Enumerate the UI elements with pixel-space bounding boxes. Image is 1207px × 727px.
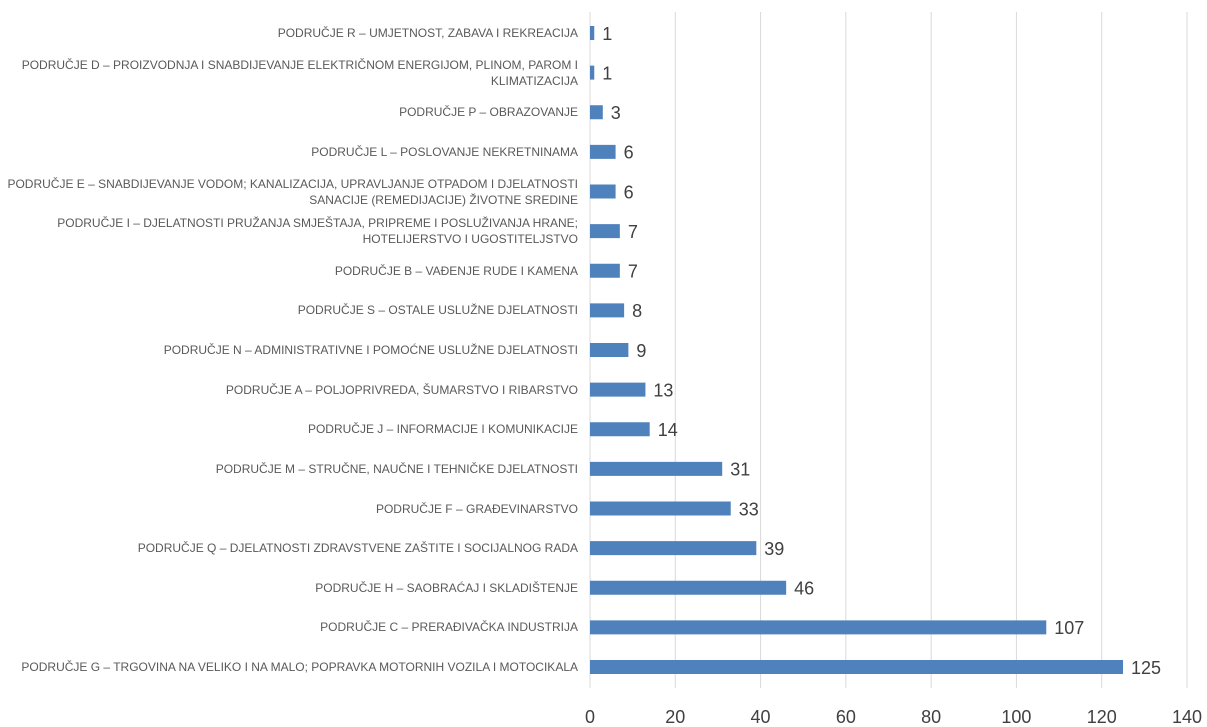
bar [590, 343, 629, 357]
y-tick-label: PODRUČJE A – POLJOPRIVREDA, ŠUMARSTVO I … [225, 382, 578, 397]
bar [590, 541, 757, 556]
bar [590, 422, 650, 437]
y-tick-label: PODRUČJE J – INFORMACIJE I KOMUNIKACIJE [307, 422, 578, 437]
bar [590, 65, 595, 80]
x-tick-label: 100 [1001, 707, 1031, 727]
data-label: 46 [794, 579, 814, 599]
y-tick-label: PODRUČJE S – OSTALE USLUŽNE DJELATNOSTI [297, 303, 578, 318]
bar [590, 26, 595, 40]
y-tick-label: PODRUČJE I – DJELATNOSTI PRUŽANJA SMJEŠT… [57, 216, 578, 247]
x-tick-label: 140 [1172, 707, 1202, 727]
y-tick-label: PODRUČJE C – PRERAĐIVAČKA INDUSTRIJA [320, 620, 578, 635]
y-tick-label: PODRUČJE R – UMJETNOST, ZABAVA I REKREAC… [277, 26, 578, 40]
data-label: 39 [764, 539, 784, 559]
data-label: 1 [602, 24, 612, 44]
bar [590, 144, 616, 159]
y-tick-label: PODRUČJE E – SNABDIJEVANJE VODOM; KANALI… [7, 176, 578, 207]
data-label: 107 [1054, 618, 1084, 638]
data-label: 6 [624, 182, 634, 202]
y-tick-label: PODRUČJE F – GRAĐEVINARSTVO [375, 501, 578, 516]
x-tick-label: 80 [921, 707, 941, 727]
bar [590, 461, 723, 476]
y-tick-label: PODRUČJE N – ADMINISTRATIVNE I POMOĆNE U… [163, 343, 578, 357]
bar [590, 184, 616, 199]
y-tick-label: PODRUČJE Q – DJELATNOSTI ZDRAVSTVENE ZAŠ… [137, 541, 578, 556]
bar [590, 501, 731, 516]
x-tick-label: 40 [751, 707, 771, 727]
bar [590, 105, 603, 120]
data-label: 7 [628, 262, 638, 282]
data-label: 3 [611, 103, 621, 123]
data-label: 13 [653, 380, 673, 400]
data-label: 33 [739, 499, 759, 519]
y-tick-label: PODRUČJE H – SAOBRAĆAJ I SKLADIŠTENJE [315, 580, 578, 595]
y-tick-label: PODRUČJE L – POSLOVANJE NEKRETNINAMA [311, 144, 578, 159]
data-label: 7 [628, 222, 638, 242]
data-label: 31 [730, 460, 750, 480]
bar [590, 580, 787, 595]
bar [590, 382, 646, 397]
x-tick-label: 0 [585, 707, 595, 727]
x-tick-label: 120 [1087, 707, 1117, 727]
data-label: 125 [1131, 658, 1161, 678]
data-label: 9 [636, 341, 646, 361]
data-label: 14 [658, 420, 678, 440]
bar [590, 303, 625, 318]
y-tick-label: PODRUČJE M – STRUČNE, NAUČNE I TEHNIČKE … [215, 461, 578, 476]
y-tick-label: PODRUČJE G – TRGOVINA NA VELIKO I NA MAL… [21, 660, 578, 674]
x-tick-label: 60 [836, 707, 856, 727]
bar [590, 263, 620, 278]
data-label: 6 [624, 143, 634, 163]
data-label: 1 [602, 63, 612, 83]
bar [590, 224, 620, 239]
x-tick-label: 20 [665, 707, 685, 727]
bar [590, 620, 1047, 635]
y-tick-label: PODRUČJE P – OBRAZOVANJE [399, 105, 578, 120]
y-tick-label: PODRUČJE B – VAĐENJE RUDE I KAMENA [334, 263, 578, 278]
data-label: 8 [632, 301, 642, 321]
bar [590, 660, 1124, 674]
y-tick-label: PODRUČJE D – PROIZVODNJA I SNABDIJEVANJE… [21, 57, 578, 88]
